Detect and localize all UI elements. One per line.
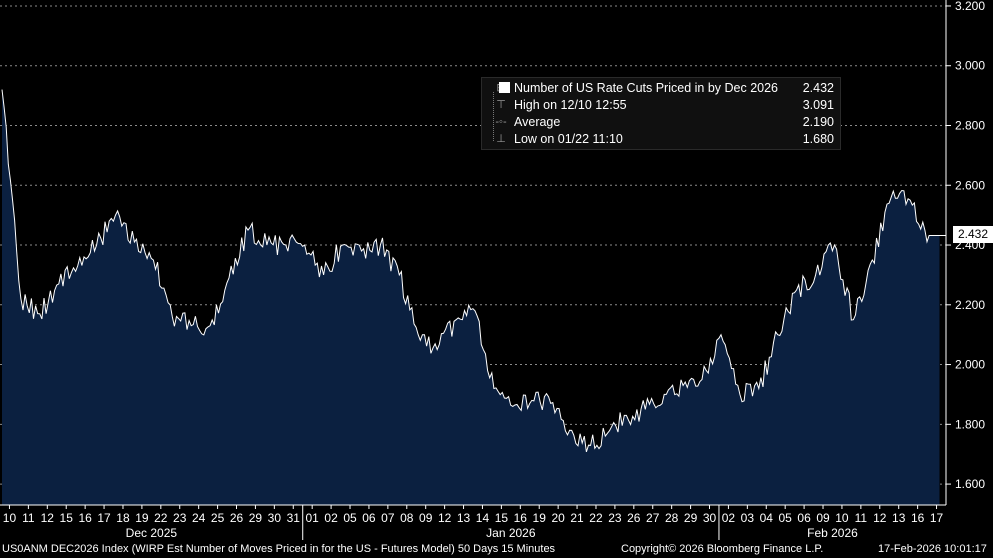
x-tick-label-47: 13 [892,511,906,525]
x-axis-ticks: 10 11 12 15 16 17 18 19 22 23 24 25 26 29 30 31 01 02 05 06… [3,505,944,525]
y-tick-label-1: 1.800 [955,417,985,431]
x-tick-label-26: 15 [495,511,509,525]
x-tick-label-4: 16 [78,511,92,525]
x-tick-label-41: 05 [779,511,793,525]
x-tick-label-29: 20 [551,511,565,525]
x-tick-label-30: 21 [570,511,584,525]
x-tick-label-3: 15 [60,511,74,525]
x-tick-label-39: 03 [741,511,755,525]
legend-tree-connector [493,92,495,141]
x-tick-label-9: 23 [173,511,187,525]
x-tick-label-44: 10 [835,511,849,525]
x-tick-label-17: 02 [324,511,338,525]
last-value-label: 2.432 [953,226,993,244]
x-tick-label-45: 11 [855,511,868,525]
x-tick-label-27: 16 [514,511,528,525]
y-tick-label-5: 2.600 [955,178,985,192]
index-description: US0ANM DEC2026 Index (WIRP Est Number of… [2,543,556,555]
y-tick-label-0: 1.600 [955,477,985,491]
footer-bar: US0ANM DEC2026 Index (WIRP Est Number of… [0,540,993,558]
y-axis-ticks: 1.6001.8002.0002.2002.4002.6002.8003.000… [946,0,985,491]
x-tick-label-7: 19 [135,511,149,525]
x-tick-label-25: 14 [476,511,490,525]
x-tick-label-8: 22 [154,511,168,525]
x-tick-label-23: 12 [438,511,452,525]
x-tick-label-6: 18 [116,511,130,525]
y-tick-label-8: 3.200 [955,0,985,13]
x-tick-label-32: 23 [608,511,622,525]
y-tick-label-7: 3.000 [955,59,985,73]
x-tick-label-15: 31 [287,511,301,525]
x-tick-label-33: 26 [627,511,641,525]
month-label-2: Feb 2026 [807,526,858,540]
x-tick-label-11: 25 [211,511,225,525]
series-line [1,89,946,453]
x-tick-label-24: 13 [457,511,471,525]
x-tick-label-48: 16 [911,511,925,525]
x-tick-label-19: 06 [362,511,376,525]
y-tick-label-2: 2.000 [955,358,985,372]
x-tick-label-20: 07 [381,511,395,525]
month-labels: Dec 2025 Jan 2026 Feb 2026 [126,505,858,540]
x-tick-label-10: 24 [192,511,206,525]
x-tick-label-1: 11 [22,511,35,525]
y-tick-label-6: 2.800 [955,119,985,133]
legend-row-low: Low on 01/22 11:10 1.680 [514,132,834,146]
x-tick-label-46: 12 [873,511,887,525]
x-tick-label-16: 01 [306,511,320,525]
x-tick-label-35: 28 [665,511,679,525]
series-swatch-icon [499,82,510,93]
x-tick-label-18: 05 [343,511,357,525]
x-tick-label-37: 30 [703,511,717,525]
x-tick-label-13: 29 [249,511,263,525]
legend-row-average: Average 2.190 [514,115,834,129]
x-tick-label-31: 22 [589,511,603,525]
high-marker-icon: ⊤ [496,99,506,111]
x-tick-label-21: 08 [400,511,414,525]
month-label-0: Dec 2025 [126,526,178,540]
x-tick-label-14: 30 [268,511,282,525]
low-marker-icon: ⊥ [496,133,506,145]
x-tick-label-49: 17 [930,511,944,525]
legend-box: ⊟ Number of US Rate Cuts Priced in by De… [481,77,841,150]
average-marker-icon: -◦- [495,116,507,128]
x-tick-label-28: 19 [533,511,547,525]
x-tick-label-22: 09 [419,511,433,525]
month-label-1: Jan 2026 [486,526,536,540]
x-tick-label-36: 29 [684,511,698,525]
x-tick-label-34: 27 [646,511,660,525]
x-tick-label-40: 04 [760,511,774,525]
rate-cuts-chart: 1.6001.8002.0002.2002.4002.6002.8003.000… [0,0,985,540]
legend-row-high: High on 12/10 12:55 3.091 [514,98,834,112]
x-tick-label-43: 09 [816,511,830,525]
x-tick-label-38: 02 [722,511,736,525]
series-area [2,89,946,505]
y-tick-label-3: 2.200 [955,298,985,312]
legend-row-series: Number of US Rate Cuts Priced in by Dec … [514,81,834,95]
timestamp: 17-Feb-2026 10:01:17 [878,543,987,555]
axes [0,0,947,506]
x-tick-label-2: 12 [41,511,55,525]
x-tick-label-5: 17 [97,511,111,525]
copyright: Copyright© 2026 Bloomberg Finance L.P. [621,543,824,555]
x-tick-label-12: 26 [230,511,244,525]
x-tick-label-0: 10 [3,511,17,525]
x-tick-label-42: 06 [797,511,811,525]
